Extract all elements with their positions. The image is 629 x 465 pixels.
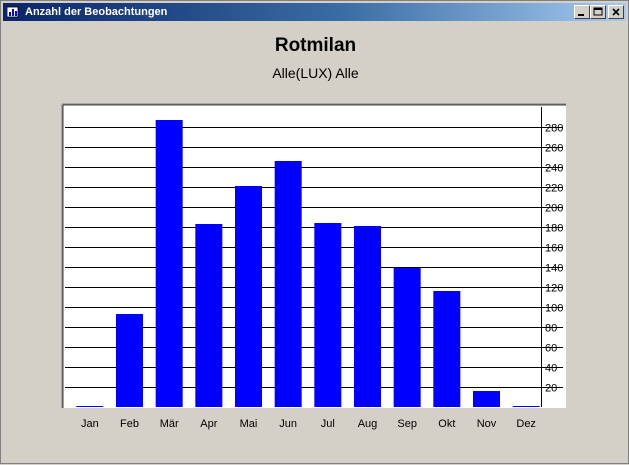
minimize-icon <box>578 14 584 16</box>
plot-area <box>62 104 566 408</box>
title-bar[interactable]: Anzahl der Beobachtungen <box>3 3 626 21</box>
close-button[interactable] <box>608 5 624 19</box>
y-tick-label: 220 <box>545 183 563 195</box>
y-tick-label: 140 <box>545 263 563 275</box>
maximize-icon <box>593 7 603 16</box>
x-tick-label: Feb <box>120 418 139 430</box>
y-tick-label: 60 <box>545 343 557 355</box>
y-tick-label: 180 <box>545 223 563 235</box>
x-tick-label: Mär <box>160 418 179 430</box>
y-tick-label: 160 <box>545 243 563 255</box>
x-tick-label: Jan <box>81 418 99 430</box>
x-tick-label: Dez <box>516 418 536 430</box>
x-tick-label: Aug <box>358 418 378 430</box>
y-tick-label: 200 <box>545 203 563 215</box>
window-title: Anzahl der Beobachtungen <box>25 6 168 18</box>
x-tick-label: Jul <box>321 418 335 430</box>
chart-subtitle: Alle(LUX) Alle <box>272 65 359 81</box>
close-icon <box>612 8 620 16</box>
minimize-button[interactable] <box>574 5 590 19</box>
bar-jul <box>314 223 342 407</box>
chart-title: Rotmilan <box>274 35 357 56</box>
bar-nov <box>473 391 500 407</box>
app-icon <box>7 6 19 18</box>
y-tick-label: 100 <box>545 303 563 315</box>
y-tick-label: 40 <box>545 363 557 375</box>
y-tick-label: 260 <box>545 143 563 155</box>
x-tick-label: Nov <box>477 418 497 430</box>
bar-feb <box>116 314 143 407</box>
x-tick-label: Jun <box>279 418 297 430</box>
bar-mai <box>235 186 262 407</box>
x-tick-label: Apr <box>200 418 217 430</box>
y-tick-label: 120 <box>545 283 563 295</box>
y-tick-label: 240 <box>545 163 563 175</box>
bar-jun <box>274 161 302 407</box>
bar-dez <box>512 406 540 407</box>
x-tick-label: Sep <box>397 418 417 430</box>
bar-mär <box>155 120 183 407</box>
maximize-button[interactable] <box>590 5 606 19</box>
y-tick-label: 80 <box>545 323 557 335</box>
bar-jan <box>76 406 104 407</box>
bar-apr <box>195 224 223 407</box>
y-tick-label: 20 <box>545 383 557 395</box>
bar-okt <box>433 291 461 407</box>
x-tick-label: Mai <box>240 418 258 430</box>
bar-sep <box>393 268 421 407</box>
y-tick-label: 280 <box>545 123 563 135</box>
bar-aug <box>354 226 381 407</box>
x-tick-label: Okt <box>438 418 455 430</box>
